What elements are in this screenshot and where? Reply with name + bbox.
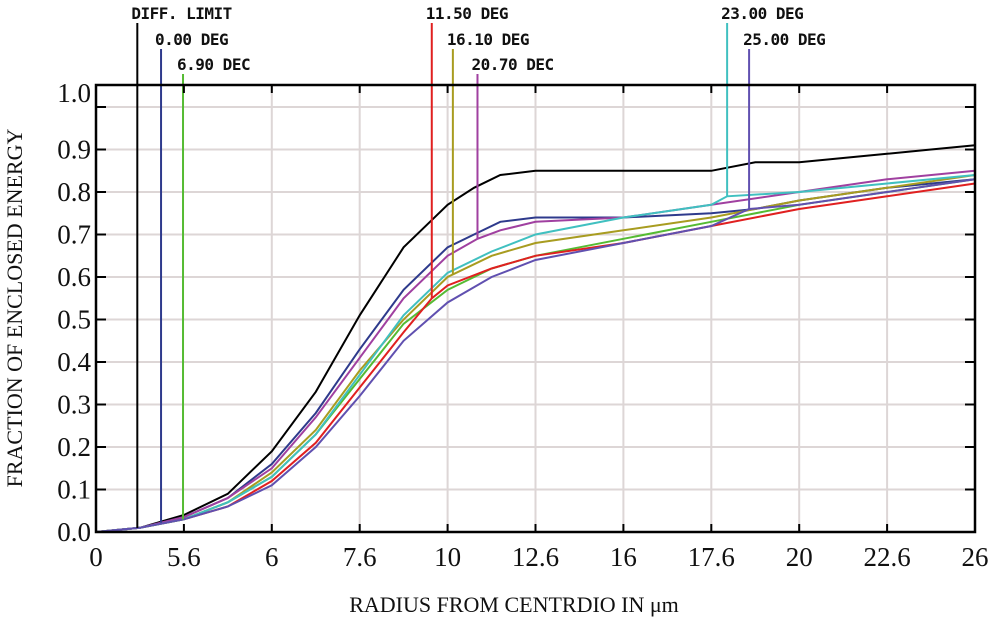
y-tick-label: 0.9 (57, 135, 91, 165)
marker-label: 16.10 DEG (447, 30, 529, 49)
x-tick-label: 7.6 (343, 542, 377, 572)
marker-label: 20.70 DEC (471, 55, 553, 74)
x-tick-label: 16 (610, 542, 637, 572)
y-tick-label: 1.0 (57, 78, 91, 108)
marker-label: 11.50 DEG (426, 4, 508, 23)
y-axis-title: FRACTION OF ENCLOSED ENERGY (2, 129, 27, 488)
x-tick-label: 10 (434, 542, 461, 572)
y-tick-label: 0.2 (57, 432, 91, 462)
x-tick-label: 22.6 (863, 542, 910, 572)
x-tick-label: 20 (786, 542, 813, 572)
marker-label: 25.00 DEG (743, 30, 825, 49)
y-tick-label: 0.4 (57, 347, 91, 377)
series-line (95, 174, 976, 533)
x-tick-label: 12.6 (512, 542, 559, 572)
y-tick-label: 0.5 (57, 305, 91, 335)
x-tick-label: 17.6 (688, 542, 735, 572)
y-tick-labels: 0.0 0.1 0.2 0.3 0.4 0.5 0.6 0.7 0.8 0.9 1.0 (57, 78, 91, 547)
x-tick-labels: 0 5.6 6 7.6 10 12.6 16 17.6 20 22.6 26 (89, 542, 988, 572)
marker-label: 23.00 DEG (721, 4, 803, 23)
series-line (95, 169, 976, 533)
y-tick-label: 0.3 (57, 390, 91, 420)
marker-label: DIFF. LIMIT (131, 4, 231, 23)
grid (96, 85, 975, 532)
curves (95, 144, 976, 533)
marker-label: 0.00 DEG (155, 30, 228, 49)
y-tick-label: 0.8 (57, 177, 91, 207)
y-tick-label: 0.7 (57, 220, 91, 250)
markers: DIFF. LIMIT 0.00 DEG 6.90 DEC 11.50 DEG 16.1… (131, 4, 826, 529)
y-tick-label: 0.0 (57, 517, 91, 547)
x-tick-label: 0 (89, 542, 103, 572)
ticks (96, 85, 975, 532)
y-tick-label: 0.1 (57, 475, 91, 505)
x-tick-label: 6 (265, 542, 279, 572)
marker-label: 6.90 DEC (177, 55, 250, 74)
x-tick-label: 5.6 (167, 542, 201, 572)
series-line (95, 178, 976, 533)
y-tick-label: 0.6 (57, 262, 91, 292)
x-tick-label: 26 (962, 542, 989, 572)
series-line (95, 144, 976, 533)
x-axis-title: RADIUS FROM CENTRDIO IN μm (349, 592, 679, 617)
